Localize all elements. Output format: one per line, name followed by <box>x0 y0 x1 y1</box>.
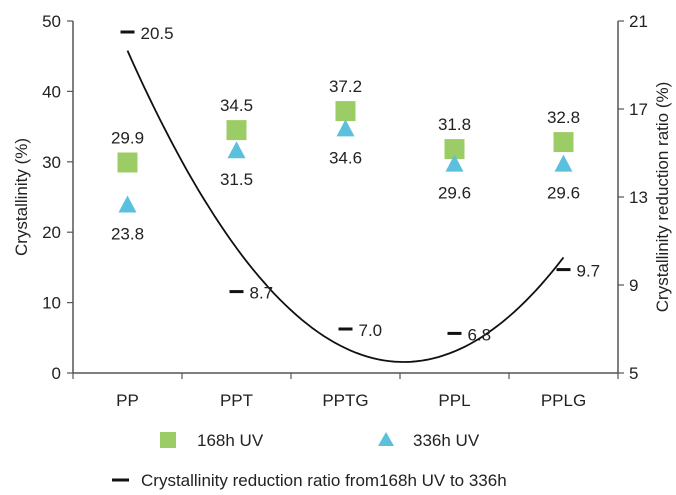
point-168h-uv <box>226 120 247 141</box>
y-axis-title: Crystallinity (%) <box>12 138 31 256</box>
x-tick-label: PPL <box>438 391 470 410</box>
y-tick-label: 30 <box>42 153 61 172</box>
label-reduction-ratio: 7.0 <box>359 321 383 340</box>
legend-label-336h-uv: 336h UV <box>413 431 480 450</box>
axes: 0 10 20 30 40 50 5 9 13 17 21 PP PPT PPTG PPL PPLG Cryst… <box>12 12 672 410</box>
point-168h-uv <box>117 152 138 173</box>
label-reduction-ratio: 9.7 <box>577 262 601 281</box>
legend-label-reduction-ratio: Crystallinity reduction ratio from168h U… <box>141 471 507 490</box>
x-tick-label: PPLG <box>541 391 586 410</box>
label-168h-uv: 37.2 <box>329 77 362 96</box>
trendline-curve <box>126 50 565 363</box>
y-tick-label: 50 <box>42 12 61 31</box>
y-tick-label: 40 <box>42 82 61 101</box>
x-tick-label: PPTG <box>322 391 368 410</box>
legend-label-168h-uv: 168h UV <box>197 431 264 450</box>
point-336h-uv <box>227 141 246 159</box>
label-reduction-ratio: 6.8 <box>468 325 492 344</box>
label-reduction-ratio: 20.5 <box>141 24 174 43</box>
label-336h-uv: 23.8 <box>111 224 144 243</box>
point-336h-uv <box>336 119 355 137</box>
point-168h-uv <box>444 139 465 160</box>
y2-tick-label: 17 <box>629 100 648 119</box>
y-tick-label: 20 <box>42 223 61 242</box>
label-168h-uv: 32.8 <box>547 108 580 127</box>
point-336h-uv <box>445 154 464 172</box>
legend: 168h UV 336h UV Crystallinity reduction ra… <box>112 431 507 490</box>
label-168h-uv: 31.8 <box>438 115 471 134</box>
y2-axis-title: Crystallinity reduction ratio (%) <box>653 82 672 313</box>
point-336h-uv <box>554 154 573 172</box>
y-tick-label: 10 <box>42 294 61 313</box>
label-168h-uv: 29.9 <box>111 129 144 148</box>
y-tick-label: 0 <box>52 364 61 383</box>
label-reduction-ratio: 8.7 <box>250 284 274 303</box>
y2-tick-label: 5 <box>629 364 638 383</box>
label-336h-uv: 29.6 <box>547 184 580 203</box>
trendline-layer <box>126 50 565 363</box>
point-168h-uv <box>335 101 356 122</box>
legend-symbol-168h-uv <box>160 432 176 448</box>
point-168h-uv <box>553 132 574 153</box>
label-336h-uv: 34.6 <box>329 148 362 167</box>
label-336h-uv: 29.6 <box>438 184 471 203</box>
label-168h-uv: 34.5 <box>220 96 253 115</box>
legend-symbol-336h-uv <box>378 432 394 446</box>
x-tick-label: PP <box>116 391 139 410</box>
y2-tick-label: 9 <box>629 276 638 295</box>
y2-tick-label: 21 <box>629 12 648 31</box>
label-336h-uv: 31.5 <box>220 170 253 189</box>
y2-tick-label: 13 <box>629 188 648 207</box>
marks-layer: 20.5 8.7 7.0 6.8 9.7 29.9 34.5 37.2 31.8 32.8 23.8… <box>111 24 600 344</box>
point-336h-uv <box>118 195 137 213</box>
x-tick-label: PPT <box>220 391 253 410</box>
